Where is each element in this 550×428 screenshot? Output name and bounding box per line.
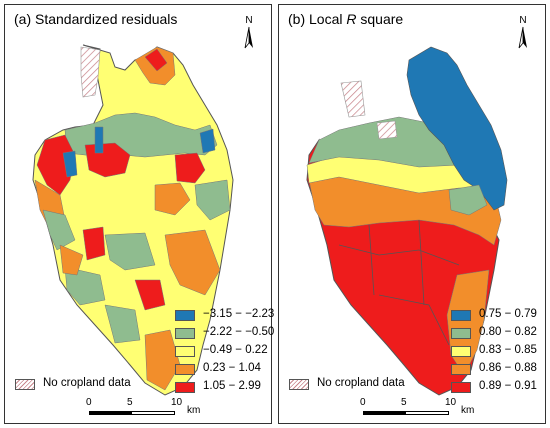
legend-label: 1.05 − 2.99 bbox=[203, 380, 261, 392]
region-green-east bbox=[448, 184, 488, 216]
scale-tick-label: 5 bbox=[401, 397, 407, 408]
scale-tick-label: 0 bbox=[360, 397, 366, 408]
region-orange-southwest bbox=[59, 244, 84, 276]
panel-title-suffix: square bbox=[356, 11, 404, 27]
nodata-area-north bbox=[80, 46, 101, 98]
region-red-southwest bbox=[82, 226, 106, 261]
legend-label: 0.89 − 0.91 bbox=[479, 380, 537, 392]
region-green-west bbox=[42, 209, 76, 251]
panel-title-prefix: (b) Local bbox=[288, 11, 347, 27]
nodata-swatch bbox=[15, 379, 35, 390]
region-blue-center bbox=[94, 126, 104, 154]
legend-swatch bbox=[175, 310, 195, 321]
panel-title: (b) Local R square bbox=[288, 11, 403, 27]
panel-title-text: (a) Standardized residuals bbox=[14, 11, 178, 27]
legend-swatch bbox=[175, 364, 195, 375]
region-orange-south bbox=[164, 229, 221, 296]
panel-title: (a) Standardized residuals bbox=[14, 11, 177, 27]
legend-label: 0.83 − 0.85 bbox=[479, 344, 537, 356]
north-arrow: N bbox=[513, 15, 533, 49]
legend-nodata: No cropland data bbox=[289, 377, 429, 392]
scale-bar: 0 5 10 km bbox=[357, 397, 487, 427]
region-green-south bbox=[104, 232, 156, 271]
region-red-west bbox=[36, 134, 76, 196]
scale-bar-segment bbox=[363, 411, 405, 415]
scale-unit-label: km bbox=[187, 405, 201, 416]
panel-standardized-residuals: (a) Standardized residuals N −3.15 − −2.… bbox=[4, 4, 275, 427]
legend-label: No cropland data bbox=[43, 377, 131, 389]
scale-unit-label: km bbox=[461, 405, 475, 416]
legend-label: No cropland data bbox=[317, 377, 405, 389]
legend-label: 0.86 − 0.88 bbox=[479, 362, 537, 374]
nodata-area-north bbox=[340, 80, 366, 118]
region-blue-northeast bbox=[406, 46, 508, 211]
scale-bar-segment bbox=[89, 411, 131, 415]
legend-label: 0.80 − 0.82 bbox=[479, 326, 537, 338]
legend-label: 0.75 − 0.79 bbox=[479, 308, 537, 320]
region-green-south3 bbox=[104, 304, 141, 344]
region-red-east bbox=[174, 152, 206, 184]
north-arrow-icon bbox=[518, 26, 527, 49]
north-arrow-icon bbox=[244, 26, 253, 49]
region-green-south2 bbox=[64, 266, 106, 306]
nodata-swatch bbox=[289, 379, 309, 390]
region-orange-east bbox=[154, 182, 191, 216]
scale-bar-segment bbox=[405, 411, 449, 415]
legend-swatch bbox=[175, 328, 195, 339]
legend-label: −0.49 − 0.22 bbox=[203, 344, 268, 356]
region-orange-south2 bbox=[144, 329, 181, 391]
legend-swatch bbox=[175, 346, 195, 357]
legend-nodata: No cropland data bbox=[15, 377, 155, 392]
panel-title-italic: R bbox=[346, 11, 357, 27]
legend-swatch bbox=[451, 346, 471, 357]
scale-tick-label: 5 bbox=[127, 397, 133, 408]
scale-tick-label: 0 bbox=[86, 397, 92, 408]
legend-swatch bbox=[175, 382, 195, 393]
region-red-top bbox=[144, 48, 168, 72]
legend-label: 0.23 − 1.04 bbox=[203, 362, 261, 374]
legend-swatch bbox=[451, 382, 471, 393]
scale-bar: 0 5 10 km bbox=[83, 397, 213, 427]
nodata-area-mid bbox=[376, 120, 398, 140]
legend-label: −2.22 − −0.50 bbox=[203, 326, 275, 338]
residuals-map bbox=[32, 44, 234, 396]
north-arrow: N bbox=[239, 15, 259, 49]
legend-swatch bbox=[451, 310, 471, 321]
scale-bar-segment bbox=[131, 411, 175, 415]
region-blue-west bbox=[62, 150, 78, 178]
legend-swatch bbox=[451, 364, 471, 375]
panel-local-r-square: (b) Local R square N 0.75 − 0.79 0.80 − … bbox=[278, 4, 546, 424]
district-boundaries bbox=[338, 219, 460, 346]
legend-local-r-square: 0.75 − 0.79 0.80 − 0.82 0.83 − 0.85 0.86… bbox=[451, 308, 543, 397]
north-arrow-label: N bbox=[519, 15, 527, 26]
region-red-south bbox=[134, 279, 166, 311]
legend-label: −3.15 − −2.23 bbox=[203, 308, 275, 320]
legend-residuals: −3.15 − −2.23 −2.22 − −0.50 −0.49 − 0.22… bbox=[175, 308, 275, 397]
scale-tick-label: 10 bbox=[445, 397, 457, 408]
north-arrow-label: N bbox=[245, 15, 253, 26]
region-green-east bbox=[194, 179, 231, 221]
scale-tick-label: 10 bbox=[171, 397, 183, 408]
region-blue-east bbox=[199, 128, 216, 154]
legend-swatch bbox=[451, 328, 471, 339]
